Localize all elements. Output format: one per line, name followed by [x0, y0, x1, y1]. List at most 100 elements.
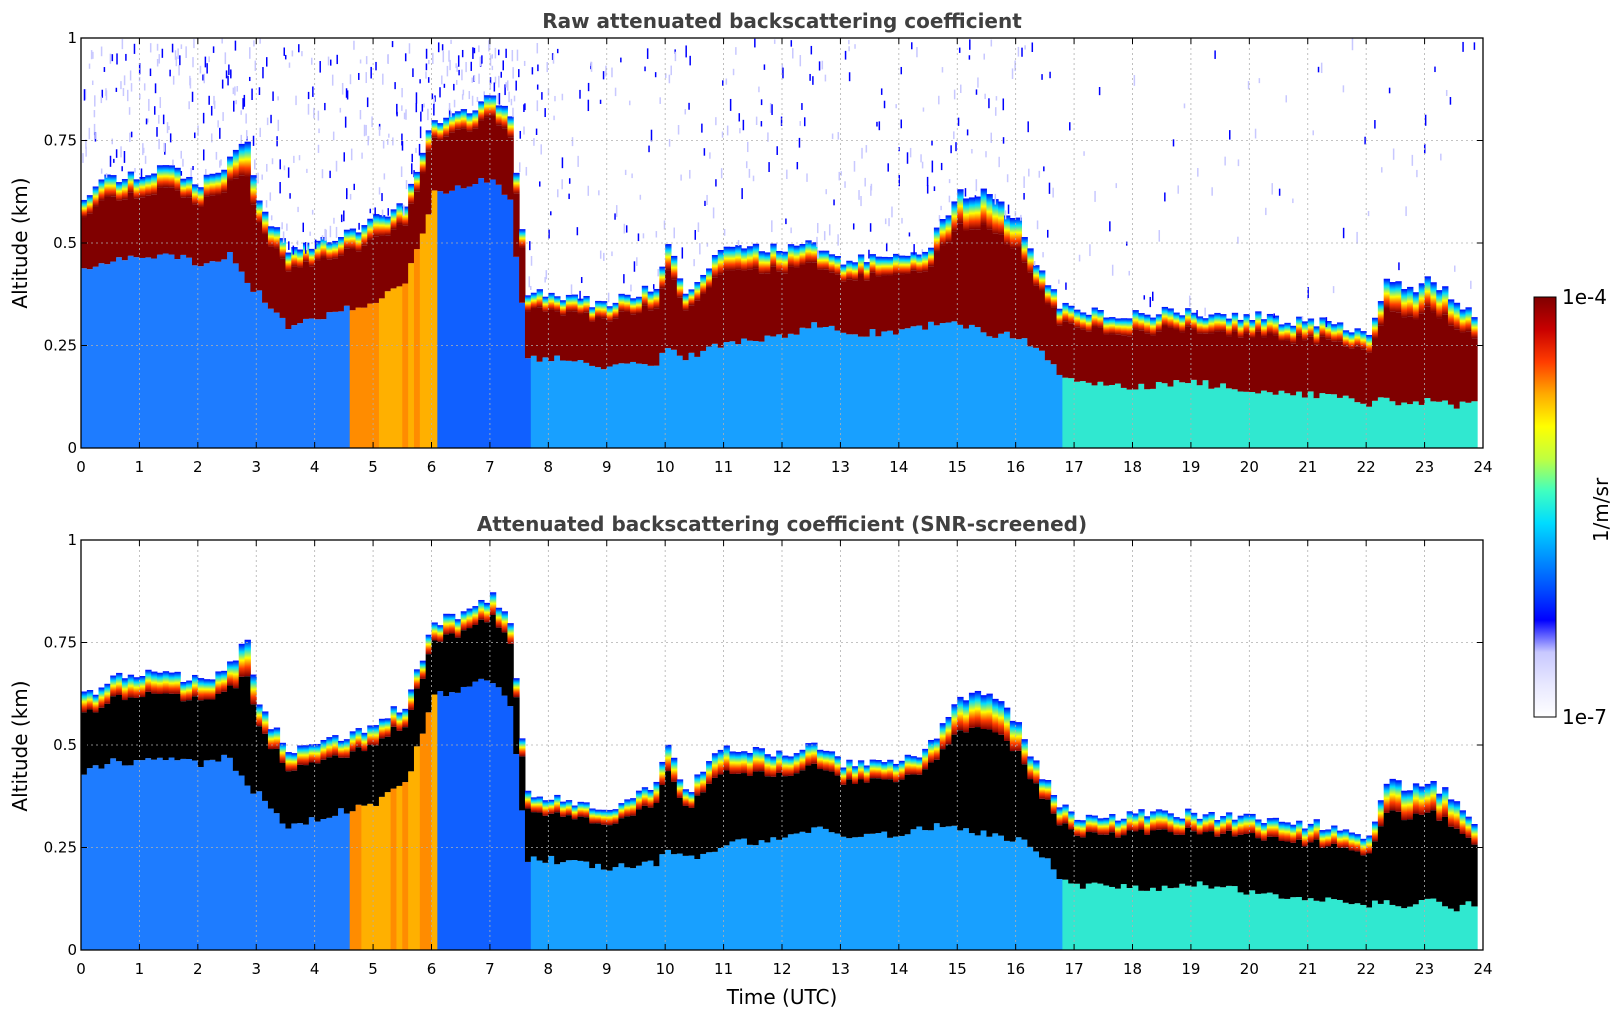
noise-speck: [473, 74, 476, 82]
cloud-top-edge: [1155, 314, 1163, 332]
noise-speck: [950, 145, 952, 154]
cloud-core: [1383, 308, 1391, 398]
cloud-core: [145, 691, 152, 759]
noise-speck: [462, 89, 465, 96]
noise-speck: [401, 87, 403, 98]
aerosol-column: [1377, 903, 1385, 950]
cloud-top-edge: [1091, 307, 1098, 328]
aerosol-column: [145, 758, 152, 950]
cloud-core: [180, 197, 187, 255]
noise-speck: [812, 76, 814, 85]
aerosol-column: [1360, 904, 1367, 950]
noise-speck: [1445, 89, 1448, 96]
noise-speck: [381, 209, 384, 217]
aerosol-column: [1331, 899, 1338, 950]
cloud-top-edge: [343, 739, 351, 758]
cloud-core: [653, 308, 660, 366]
noise-speck: [1048, 182, 1051, 194]
x-tick-label: 20: [1240, 458, 1259, 476]
cloud-top-edge: [1272, 817, 1280, 837]
aerosol-column: [1179, 883, 1186, 950]
x-tick-label: 8: [544, 960, 554, 978]
cloud-core: [600, 318, 608, 370]
cloud-core: [180, 701, 187, 759]
noise-speck: [916, 47, 918, 58]
cloud-core: [238, 676, 246, 776]
aerosol-column: [676, 355, 684, 448]
cloud-top-edge: [676, 779, 684, 798]
cloud-core: [741, 270, 748, 339]
noise-speck: [288, 241, 290, 250]
cloud-top-edge: [221, 169, 228, 193]
x-tick-label: 14: [889, 458, 908, 476]
x-tick-label: 12: [772, 458, 791, 476]
cloud-core: [1091, 327, 1098, 386]
cloud-top-edge: [1319, 317, 1326, 337]
aerosol-column: [1056, 374, 1063, 448]
cloud-top-edge: [127, 171, 135, 193]
aerosol-column: [1021, 839, 1028, 950]
cloud-top-edge: [910, 756, 917, 775]
aerosol-column: [1418, 404, 1426, 448]
aerosol-column: [630, 868, 637, 950]
aerosol-column: [151, 759, 158, 950]
noise-speck: [655, 231, 658, 238]
aerosol-column: [291, 823, 298, 950]
cloud-core: [787, 775, 795, 835]
noise-speck: [240, 134, 243, 144]
noise-speck: [648, 145, 650, 153]
aerosol-column: [1366, 406, 1373, 448]
noise-speck: [192, 166, 194, 171]
noise-speck: [602, 71, 605, 80]
cloud-top-edge: [519, 229, 526, 248]
noise-speck: [491, 65, 494, 71]
cloud-top-edge: [799, 749, 806, 771]
cloud-top-edge: [735, 751, 742, 774]
cloud-top-edge: [378, 718, 386, 739]
aerosol-column: [1272, 894, 1280, 950]
cloud-top-edge: [752, 747, 760, 772]
cloud-core: [162, 693, 170, 761]
aerosol-column: [466, 686, 473, 950]
noise-speck: [341, 82, 344, 95]
noise-speck: [321, 235, 324, 240]
cloud-core: [817, 769, 824, 827]
aerosol-column: [676, 853, 684, 950]
cloud-core: [1103, 834, 1110, 886]
x-tick-label: 15: [948, 960, 967, 978]
noise-speck: [313, 107, 315, 119]
cloud-top-edge: [963, 700, 970, 733]
aerosol-column: [425, 214, 432, 448]
aerosol-column: [378, 298, 386, 448]
noise-speck: [412, 68, 414, 78]
cloud-core: [1085, 331, 1093, 383]
cloud-top-edge: [484, 95, 491, 118]
noise-speck: [392, 137, 394, 146]
cloud-core: [110, 696, 117, 759]
noise-speck: [703, 148, 706, 156]
x-tick-label: 16: [1006, 960, 1025, 978]
aerosol-column: [186, 758, 193, 950]
cloud-top-edge: [1336, 830, 1344, 848]
aerosol-column: [191, 760, 199, 950]
noise-speck: [1183, 103, 1186, 109]
aerosol-column: [162, 760, 170, 950]
aerosol-column: [238, 271, 246, 448]
cloud-core: [729, 270, 736, 342]
aerosol-column: [641, 364, 649, 448]
noise-speck: [449, 59, 451, 71]
noise-speck: [497, 93, 499, 105]
cloud-core: [875, 276, 882, 337]
aerosol-column: [1085, 883, 1093, 950]
cloud-core: [723, 770, 730, 846]
cloud-core: [1003, 740, 1011, 841]
cloud-core: [1284, 841, 1291, 899]
noise-speck: [546, 62, 548, 73]
cloud-top-edge: [250, 674, 257, 705]
aerosol-column: [256, 791, 263, 950]
noise-speck: [964, 188, 967, 197]
noise-speck: [314, 239, 317, 250]
aerosol-column: [519, 302, 526, 448]
x-tick-label: 15: [948, 458, 967, 476]
cloud-top-edge: [840, 767, 847, 785]
